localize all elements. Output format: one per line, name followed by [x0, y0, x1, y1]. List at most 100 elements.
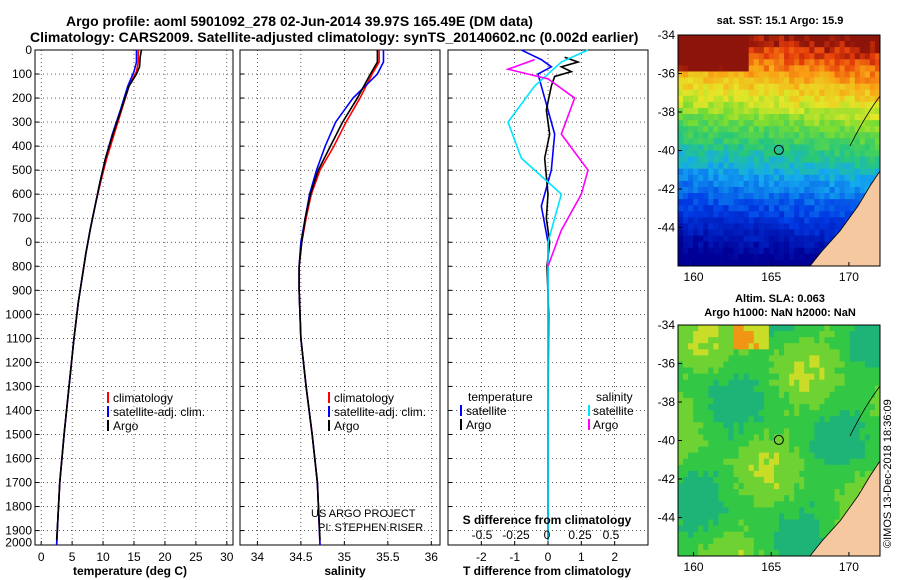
- salinity-panel: 34 34.5 35 35.5 36 climatologysatellite-adj. …: [239, 49, 441, 564]
- map-field: [678, 325, 880, 556]
- map-ytick-label: -38: [658, 395, 676, 409]
- ytick-label: 800: [12, 259, 32, 273]
- xtick-label: -1: [509, 550, 520, 564]
- top-tick-label: 0: [544, 528, 551, 542]
- legend-argo-label: Argo: [113, 419, 139, 433]
- ytick-label: 1900: [5, 524, 32, 538]
- legend-t-satellite-label: satellite: [466, 404, 507, 418]
- legend-s-argo-label: Argo: [593, 418, 619, 432]
- header-line1: Argo profile: aoml 5901092_278 02-Jun-20…: [66, 13, 533, 29]
- ytick-label: 100: [12, 67, 32, 81]
- map-ytick-label: -38: [658, 105, 676, 119]
- ytick-label: 1800: [5, 500, 32, 514]
- contour-line: [849, 385, 880, 437]
- legend-climatology-label: climatology: [113, 391, 173, 405]
- xtick-label: 35.5: [376, 550, 400, 564]
- legend-argo-label: Argo: [334, 419, 360, 433]
- xtick-label: -2: [476, 550, 487, 564]
- plot-frame: [239, 49, 441, 546]
- map-ytick-label: -44: [658, 221, 676, 235]
- series-line: [507, 49, 589, 541]
- map-ytick-label: -42: [658, 472, 676, 486]
- ytick-label: 400: [12, 139, 32, 153]
- map-ytick-label: -40: [658, 144, 676, 158]
- difference-xlabel: T difference from climatology: [463, 564, 631, 578]
- map-ytick-label: -42: [658, 182, 676, 196]
- map-xtick-label: 170: [839, 270, 859, 284]
- map-xtick-label: 165: [761, 270, 781, 284]
- ytick-label: 0: [25, 235, 32, 249]
- top-tick-label: -0.5: [472, 528, 493, 542]
- sst-map: 160 165 170 -34 -36 -38 -40 -42 -44: [658, 28, 881, 284]
- top-tick-label: 0.25: [568, 528, 592, 542]
- legend-satellite-label: satellite-adj. clim.: [113, 405, 205, 419]
- credit-project: US ARGO PROJECT: [311, 508, 416, 520]
- legend-temperature-title: temperature: [468, 390, 533, 404]
- temperature-xlabel: temperature (deg C): [73, 564, 187, 578]
- imos-stamp: ©IMOS 13-Dec-2018 18:36:09: [882, 399, 894, 548]
- ytick-label: 900: [12, 283, 32, 297]
- ytick-label: 0: [25, 43, 32, 57]
- xtick-label: 0: [38, 550, 45, 564]
- ytick-label: 200: [12, 91, 32, 105]
- map-field: [678, 35, 880, 266]
- map-ytick-label: -34: [658, 28, 676, 42]
- top-tick-label: -0.25: [502, 528, 530, 542]
- sst-map-title: sat. SST: 15.1 Argo: 15.9: [717, 15, 844, 27]
- ytick-label: 300: [12, 115, 32, 129]
- legend-climatology-label: climatology: [334, 391, 394, 405]
- ytick-label: 700: [12, 211, 32, 225]
- ytick-label: 500: [12, 163, 32, 177]
- difference-top-label: S difference from climatology: [463, 513, 632, 527]
- series-line: [505, 58, 589, 267]
- map-ytick-label: -36: [658, 67, 676, 81]
- ytick-label: 1300: [5, 379, 32, 393]
- xtick-label: 35: [338, 550, 352, 564]
- xtick-label: 36: [425, 550, 439, 564]
- xtick-label: 2: [611, 550, 618, 564]
- ytick-label: 1500: [5, 427, 32, 441]
- xtick-label: 20: [158, 550, 172, 564]
- temperature-panel: 0 5 10 15 20 25 300100200300400500600700080090…: [5, 43, 234, 564]
- xtick-label: 25: [189, 550, 203, 564]
- xtick-label: 34: [251, 550, 265, 564]
- ytick-label: 1600: [5, 451, 32, 465]
- ytick-label: 1000: [5, 307, 32, 321]
- xtick-label: 15: [127, 550, 141, 564]
- xtick-label: 34.5: [289, 550, 313, 564]
- sla-map-title: Altim. SLA: 0.063: [735, 293, 825, 305]
- map-xtick-label: 165: [761, 560, 781, 574]
- xtick-label: 30: [220, 550, 234, 564]
- ytick-label: 1700: [5, 476, 32, 490]
- xtick-label: 10: [96, 550, 110, 564]
- map-xtick-label: 160: [684, 560, 704, 574]
- header-line2: Climatology: CARS2009. Satellite-adjuste…: [30, 29, 638, 45]
- salinity-xlabel: salinity: [324, 564, 366, 578]
- map-ytick-label: -36: [658, 357, 676, 371]
- top-tick-label: 0.5: [603, 528, 620, 542]
- legend-satellite-label: satellite-adj. clim.: [334, 405, 426, 419]
- ytick-label: 2000: [5, 536, 32, 550]
- land-coast: [809, 460, 880, 556]
- map-ytick-label: -40: [658, 434, 676, 448]
- legend-s-satellite-label: satellite: [593, 404, 634, 418]
- contour-line: [849, 95, 880, 147]
- xtick-label: 1: [578, 550, 585, 564]
- profile-location-marker: [773, 144, 784, 155]
- map-ytick-label: -44: [658, 511, 676, 525]
- map-ytick-label: -34: [658, 318, 676, 332]
- legend-salinity-title: salinity: [596, 390, 633, 404]
- ytick-label: 1100: [6, 331, 32, 345]
- sla-map-subtitle: Argo h1000: NaN h2000: NaN: [704, 307, 856, 319]
- xtick-label: 5: [69, 550, 76, 564]
- xtick-label: 0: [545, 550, 552, 564]
- series-line: [298, 50, 379, 541]
- series-line: [55, 49, 143, 541]
- credit-pi: PI: STEPHEN RISER: [318, 522, 423, 534]
- ytick-label: 1400: [5, 403, 32, 417]
- ytick-label: 1200: [5, 355, 32, 369]
- map-xtick-label: 160: [684, 270, 704, 284]
- legend-t-argo-label: Argo: [466, 418, 492, 432]
